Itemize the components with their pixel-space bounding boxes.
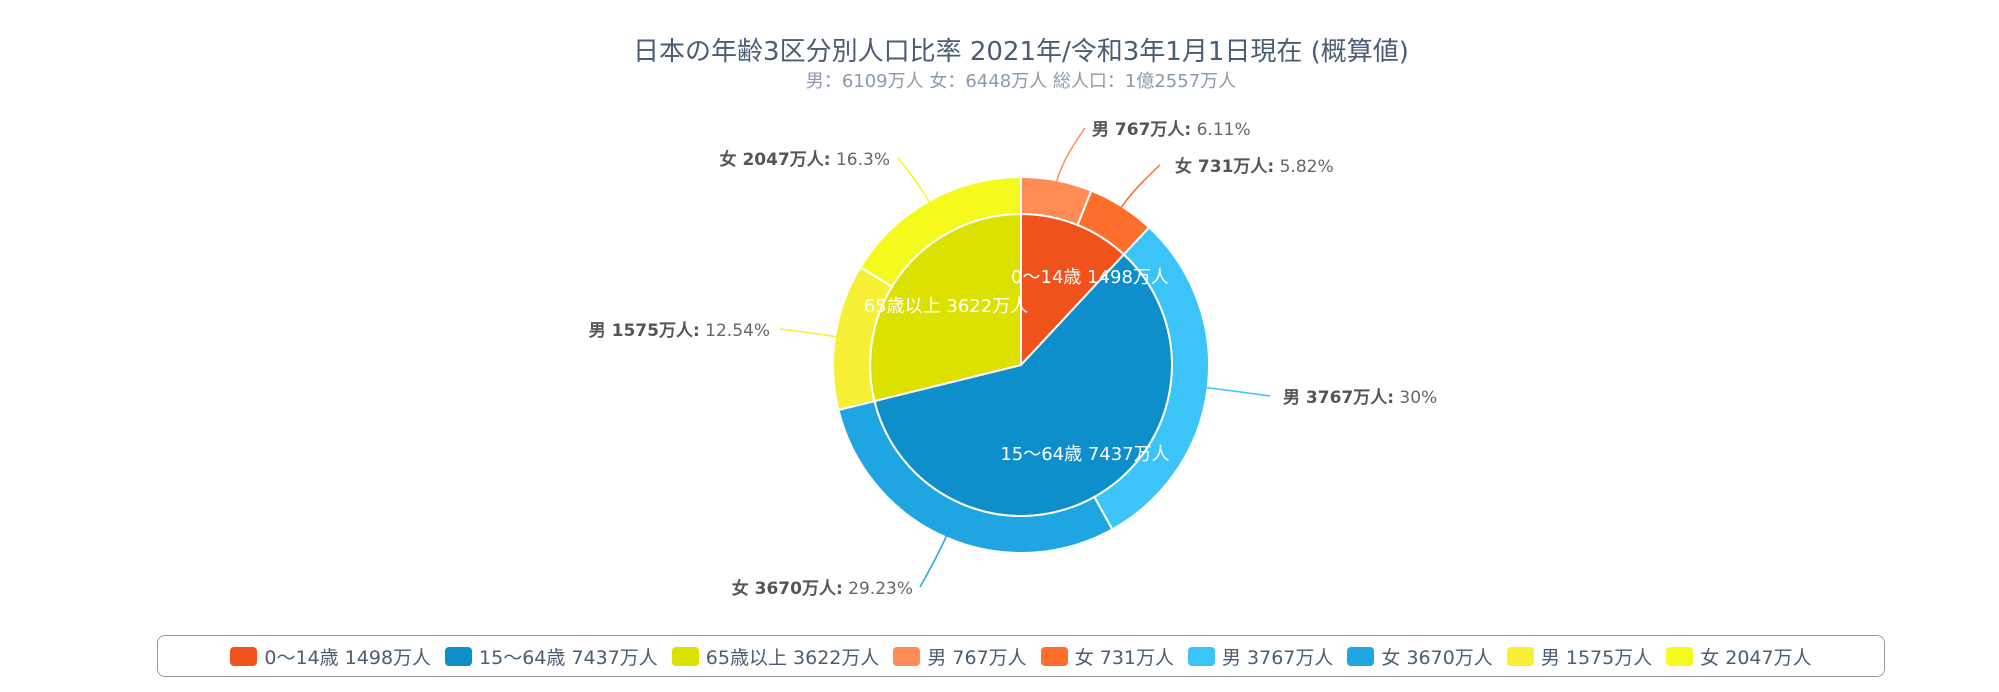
callout-line (1203, 386, 1271, 397)
inner-slice-label: 0〜14歳 1498万人 (1011, 267, 1169, 288)
legend-item[interactable]: 女 2047万人 (1666, 643, 1812, 670)
inner-slice-label: 65歳以上 3622万人 (864, 296, 1028, 317)
inner-slice-label: 15〜64歳 7437万人 (1000, 444, 1169, 465)
legend-swatch (671, 646, 699, 666)
legend-label: 男 1575万人 (1540, 646, 1653, 669)
legend-item[interactable]: 男 767万人 (893, 643, 1027, 670)
legend-label: 女 3670万人 (1381, 646, 1493, 669)
legend-swatch (1347, 646, 1375, 666)
callout-line (897, 157, 932, 205)
outer-slice-label: 男 3767万人: 30% (1283, 388, 1437, 408)
legend-item[interactable]: 男 1575万人 (1506, 643, 1653, 670)
legend-label: 男 3767万人 (1222, 646, 1334, 669)
callout-line (919, 533, 949, 588)
legend-swatch (893, 646, 921, 666)
legend-label: 男 767万人 (927, 646, 1027, 669)
legend-item[interactable]: 15〜64歳 7437万人 (445, 643, 658, 670)
chart-legend: 0〜14歳 1498万人 15〜64歳 7437万人 65歳以上 3622万人 男 7… (157, 635, 1885, 677)
callout-line (779, 328, 840, 338)
labels-group: 0〜14歳 1498万人 15〜64歳 7437万人 65歳以上 3622万人 男 7… (589, 120, 1438, 599)
legend-label: 0〜14歳 1498万人 (264, 646, 432, 669)
outer-slice-label: 女 3670万人: 29.23% (732, 578, 913, 599)
legend-item[interactable]: 女 3670万人 (1347, 643, 1493, 670)
chart-subtitle: 男：6109万人 女：6448万人 総人口：1億2557万人 (806, 71, 1236, 92)
outer-slice-label: 男 1575万人: 12.54% (589, 321, 770, 341)
legend-item[interactable]: 男 3767万人 (1188, 643, 1333, 670)
outer-slice[interactable] (859, 175, 1022, 288)
legend-label: 65歳以上 3622万人 (705, 646, 880, 669)
chart-title: 日本の年齢3区分別人口比率 2021年/令和3年1月1日現在 (概算値) (633, 37, 1409, 67)
legend-swatch (1040, 646, 1068, 666)
legend-swatch (1666, 646, 1694, 666)
callout-line (1119, 164, 1161, 211)
legend-item[interactable]: 0〜14歳 1498万人 (230, 643, 431, 670)
legend-swatch (1506, 646, 1534, 666)
slices-group (832, 175, 1211, 554)
callout-line (1055, 127, 1086, 185)
legend-item[interactable]: 女 731万人 (1040, 643, 1174, 670)
legend-swatch (445, 646, 473, 666)
legend-label: 女 2047万人 (1700, 646, 1812, 669)
outer-slice-label: 女 731万人: 5.82% (1175, 156, 1334, 177)
legend-swatch (1188, 646, 1215, 666)
legend-item[interactable]: 65歳以上 3622万人 (671, 643, 880, 670)
legend-label: 15〜64歳 7437万人 (479, 646, 658, 669)
legend-label: 女 731万人 (1074, 646, 1174, 669)
legend-swatch (230, 646, 258, 666)
outer-slice-label: 男 767万人: 6.11% (1092, 120, 1251, 140)
outer-slice-label: 女 2047万人: 16.3% (720, 149, 890, 170)
